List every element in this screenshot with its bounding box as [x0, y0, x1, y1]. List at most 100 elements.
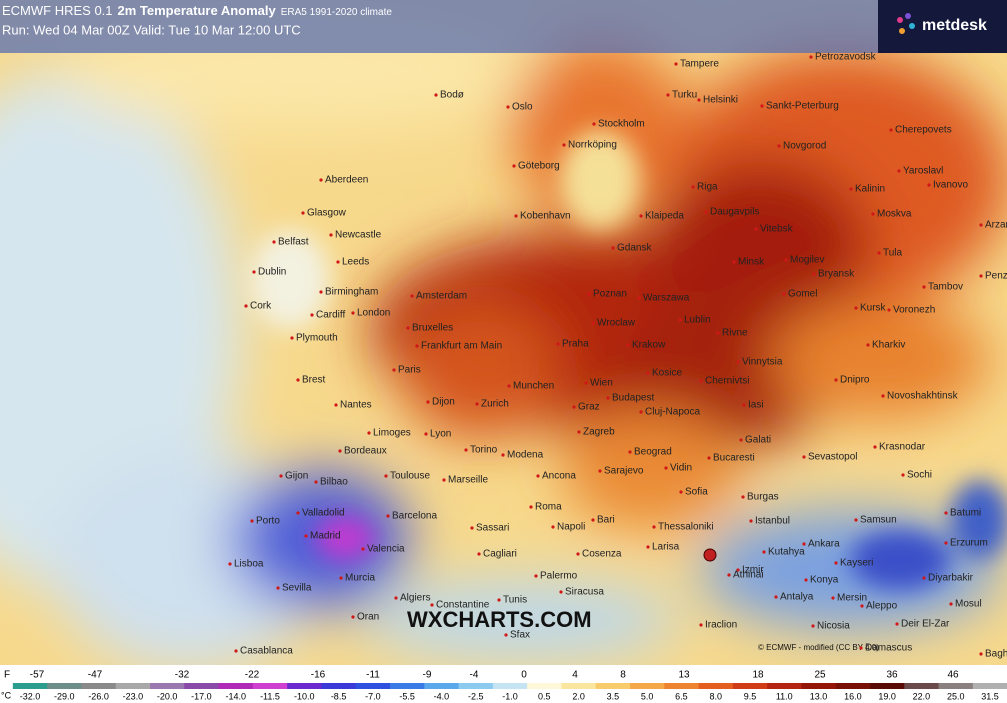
city-dot: [512, 164, 516, 168]
city-label: Dublin: [258, 267, 286, 278]
anomaly-detail: [250, 130, 1007, 590]
city-label: Poznan: [593, 289, 627, 300]
c-unit: °C: [1, 690, 12, 700]
city-label: Modena: [507, 450, 544, 461]
city-label: Yaroslavl: [903, 166, 943, 177]
city-dot: [338, 449, 342, 453]
city-dot: [464, 448, 468, 452]
city-dot: [860, 604, 864, 608]
city-label: Diyarbakir: [928, 573, 974, 584]
f-tick-label: -16: [311, 670, 326, 681]
colorbar-cell: [252, 683, 288, 689]
city-label: Göteborg: [518, 161, 560, 172]
colorbar-cell: [150, 683, 185, 689]
city-dot: [666, 93, 670, 97]
city-label: Nantes: [340, 400, 372, 411]
colorbar-cell: [561, 683, 597, 689]
city-label: Plymouth: [296, 333, 338, 344]
city-dot: [979, 223, 983, 227]
colorbar-cell: [287, 683, 322, 689]
city-dot: [591, 518, 595, 522]
city-label: Novgorod: [783, 141, 826, 152]
city-dot: [887, 308, 891, 312]
colorbar-cell: [115, 683, 151, 689]
city-label: Thessaloniki: [658, 522, 714, 533]
city-label: Ivanovo: [933, 180, 968, 191]
city-dot: [811, 624, 815, 628]
city-dot: [849, 187, 853, 191]
city-dot: [716, 331, 720, 335]
city-label: Istanbul: [755, 516, 790, 527]
city-label: Burgas: [747, 492, 779, 503]
city-label: Daugavpils: [710, 207, 759, 218]
city-label: Algiers: [400, 593, 431, 604]
city-dot: [310, 313, 314, 317]
city-dot: [424, 432, 428, 436]
city-dot: [736, 360, 740, 364]
city-label: Samsun: [860, 515, 897, 526]
c-tick-label: -23.0: [123, 691, 144, 701]
title-prefix: ECMWF HRES 0.1: [2, 3, 113, 18]
city-label: Nicosia: [817, 621, 850, 632]
city-dot: [591, 321, 595, 325]
city-label: Cork: [250, 301, 272, 312]
city-label: Dnipro: [840, 375, 870, 386]
city-label: Tula: [883, 248, 903, 259]
city-label: Tambov: [928, 282, 963, 293]
city-label: Sfax: [510, 630, 530, 641]
colorbar-cell: [835, 683, 871, 689]
city-label: Oran: [357, 612, 379, 623]
watermark: WXCHARTS.COM: [407, 607, 592, 632]
colorbar-cell: [321, 683, 357, 689]
colorbar-cell: [698, 683, 734, 689]
f-tick-label: 25: [814, 670, 826, 681]
city-dot: [944, 511, 948, 515]
city-label: Limoges: [373, 428, 411, 439]
city-label: Sankt-Peterburg: [766, 101, 839, 112]
city-dot: [361, 547, 365, 551]
city-dot: [304, 534, 308, 538]
c-tick-label: 6.5: [675, 691, 688, 701]
colorbar-cell: [732, 683, 768, 689]
city-dot: [430, 603, 434, 607]
city-label: Valencia: [367, 544, 405, 555]
f-tick-label: -11: [366, 670, 380, 681]
city-label: Barcelona: [392, 511, 437, 522]
city-dot: [252, 270, 256, 274]
city-dot: [707, 456, 711, 460]
city-label: Zurich: [481, 399, 509, 410]
city-dot: [410, 294, 414, 298]
city-label: Vidin: [670, 463, 692, 474]
city-labels: Bodø Petrozavodsk Tampere Turku Helsinki Sank…: [228, 52, 1007, 660]
city-label: Erzurum: [950, 538, 988, 549]
city-label: Aleppo: [866, 601, 898, 612]
city-dot: [802, 542, 806, 546]
city-dot: [470, 526, 474, 530]
colorbar-cell: [184, 683, 220, 689]
city-label: Gdansk: [617, 243, 652, 254]
city-label: Moskva: [877, 209, 912, 220]
f-tick-label: 13: [678, 670, 690, 681]
city-label: Glasgow: [307, 208, 347, 219]
city-label: Bryansk: [818, 269, 855, 280]
c-tick-label: -1.0: [502, 691, 518, 701]
colorbar-cell: [12, 683, 48, 689]
city-dot: [881, 394, 885, 398]
city-dot: [664, 466, 668, 470]
c-tick-label: -20.0: [157, 691, 178, 701]
city-label: Sassari: [476, 523, 509, 534]
city-dot: [804, 578, 808, 582]
city-dot: [754, 227, 758, 231]
city-dot: [426, 400, 430, 404]
logo-text: metdesk: [922, 17, 987, 34]
c-tick-label: 11.0: [776, 691, 793, 701]
city-label: Riga: [697, 182, 718, 193]
city-dot: [290, 336, 294, 340]
city-label: Cosenza: [582, 549, 622, 560]
city-dot: [577, 430, 581, 434]
city-label: Larisa: [652, 542, 680, 553]
city-label: Kalinin: [855, 184, 885, 195]
city-dot: [504, 633, 508, 637]
city-label: Helsinki: [703, 95, 738, 106]
city-dot: [351, 615, 355, 619]
